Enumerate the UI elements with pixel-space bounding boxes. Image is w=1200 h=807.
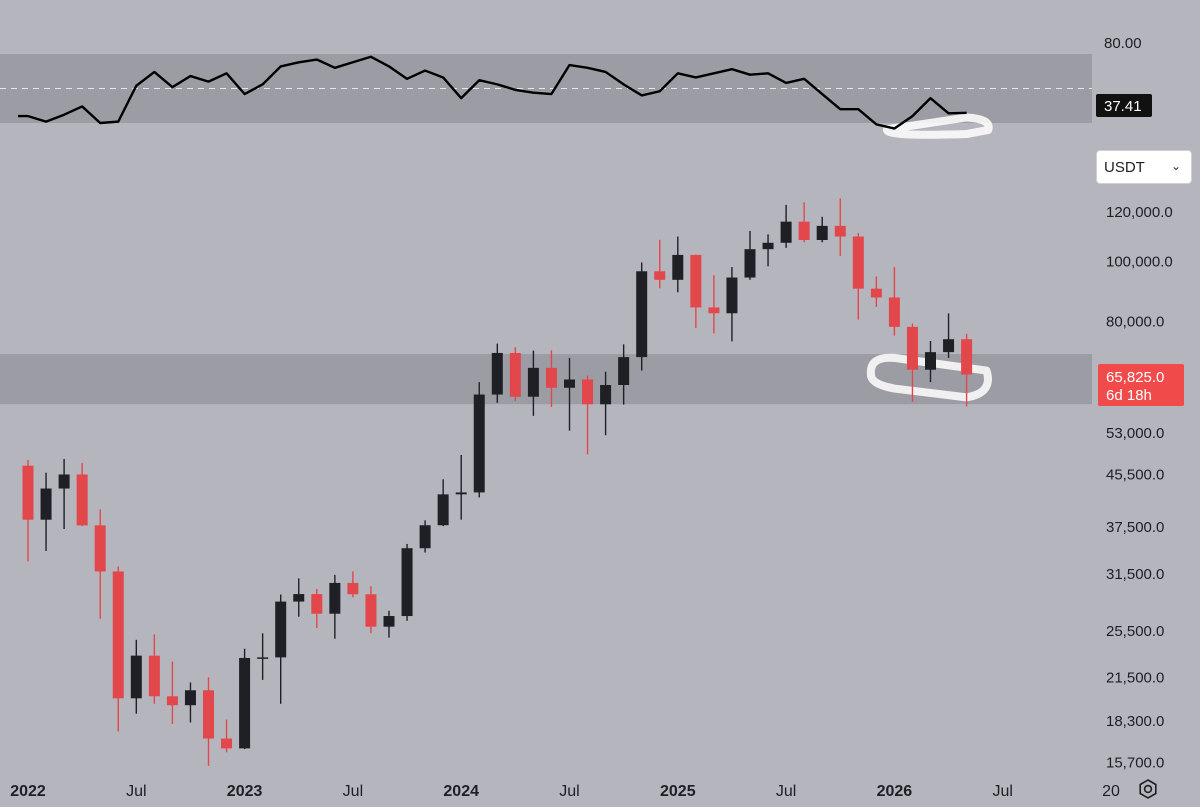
price-tick-label: 25,500.0 <box>1106 623 1164 640</box>
candle-body <box>437 494 449 526</box>
candle-body <box>58 474 70 489</box>
candle-body <box>40 488 52 520</box>
candle-body <box>221 738 233 749</box>
chevron-down-icon: ⌄ <box>1170 159 1181 173</box>
candle-body <box>798 221 810 241</box>
price-tick-label: 18,300.0 <box>1106 713 1164 730</box>
candle-body <box>112 571 124 699</box>
candle-body <box>311 594 323 614</box>
price-highlight-oval <box>866 353 992 402</box>
candle-body <box>636 271 648 358</box>
countdown-label: 6d 18h <box>1106 387 1152 404</box>
currency-select-value: USDT <box>1104 158 1145 176</box>
price-tick-label: 120,000.0 <box>1106 204 1173 221</box>
price-axis: 120,000.0 100,000.0 80,000.0 53,000.0 45,500… <box>1106 204 1173 771</box>
candle-body <box>744 249 756 278</box>
rsi-line <box>18 55 967 130</box>
rsi-value-badge <box>1096 94 1152 117</box>
candle-body <box>545 367 557 388</box>
candle-body <box>329 582 341 614</box>
price-tick-label: 37,500.0 <box>1106 519 1164 536</box>
candle-body <box>383 616 395 627</box>
price-badge <box>1098 364 1184 406</box>
time-tick-month: Jul <box>343 783 363 800</box>
candle-body <box>275 601 287 658</box>
candle-body <box>943 339 955 353</box>
candle-body <box>455 492 467 495</box>
candle-body <box>961 339 973 375</box>
rsi-value-label: 37.41 <box>1104 98 1142 115</box>
time-tick-month: Jul <box>992 783 1012 800</box>
candle-body <box>672 254 684 280</box>
candle-body <box>925 352 936 370</box>
candle-body <box>906 326 918 370</box>
time-tick-year: 2024 <box>443 783 479 800</box>
candle-body <box>184 690 196 706</box>
candle-body <box>762 242 774 250</box>
candle-body <box>293 594 305 602</box>
time-tick-month: 20 <box>1102 783 1120 800</box>
candle-body <box>816 225 828 241</box>
candle-body <box>618 357 630 385</box>
highlight-layer <box>866 113 993 402</box>
price-tick-label: 15,700.0 <box>1106 754 1164 771</box>
time-tick-year: 2025 <box>660 783 696 800</box>
candle-body <box>708 307 720 314</box>
candle-body <box>239 657 251 749</box>
price-tick-label: 45,500.0 <box>1106 466 1164 483</box>
candle-body <box>94 525 106 572</box>
price-tick-label: 53,000.0 <box>1106 425 1164 442</box>
candle-body <box>203 690 214 739</box>
candle-body <box>76 474 88 526</box>
time-tick-month: Jul <box>126 783 146 800</box>
candle-body <box>22 465 34 520</box>
price-tick-label: 80,000.0 <box>1106 314 1164 331</box>
candle-body <box>888 297 900 327</box>
candle-body <box>491 352 503 395</box>
candle-body <box>654 271 666 280</box>
candle-body <box>401 548 413 617</box>
candle-body <box>473 394 485 493</box>
candle-body <box>726 277 738 314</box>
rsi-tick-80: 80.00 <box>1104 35 1142 52</box>
candle-body <box>582 379 594 405</box>
price-tick-label: 21,500.0 <box>1106 669 1164 686</box>
candle-body <box>870 288 882 298</box>
candle-body <box>419 525 431 549</box>
time-tick-year: 2022 <box>10 783 46 800</box>
rsi-highlight-oval <box>883 113 993 139</box>
time-tick-month: Jul <box>559 783 579 800</box>
candle-body <box>148 655 160 697</box>
current-price-label: 65,825.0 <box>1106 369 1164 386</box>
time-tick-year: 2023 <box>227 783 263 800</box>
candle-body <box>564 379 575 388</box>
candle-body <box>257 657 269 659</box>
candle-body <box>780 221 792 243</box>
candle-body <box>527 367 539 397</box>
candle-body <box>600 384 612 405</box>
price-tick-label: 100,000.0 <box>1106 253 1173 270</box>
candle-body <box>347 582 359 595</box>
candle-body <box>130 655 142 699</box>
time-tick-month: Jul <box>776 783 796 800</box>
price-tick-label: 31,500.0 <box>1106 566 1164 583</box>
candle-body <box>834 225 846 237</box>
candle-body <box>690 254 702 308</box>
candle-body <box>166 696 178 706</box>
time-tick-year: 2026 <box>877 783 913 800</box>
settings-icon[interactable] <box>1137 778 1159 800</box>
time-axis: 2022 Jul 2023 Jul 2024 Jul 2025 Jul 2026 Jul 20 <box>10 783 1120 800</box>
candle-body <box>852 236 864 289</box>
zone-layer <box>0 54 1092 405</box>
candles-layer <box>22 198 973 766</box>
currency-select[interactable]: USDT ⌄ <box>1096 150 1192 184</box>
candle-body <box>509 352 521 397</box>
candle-body <box>365 594 377 627</box>
